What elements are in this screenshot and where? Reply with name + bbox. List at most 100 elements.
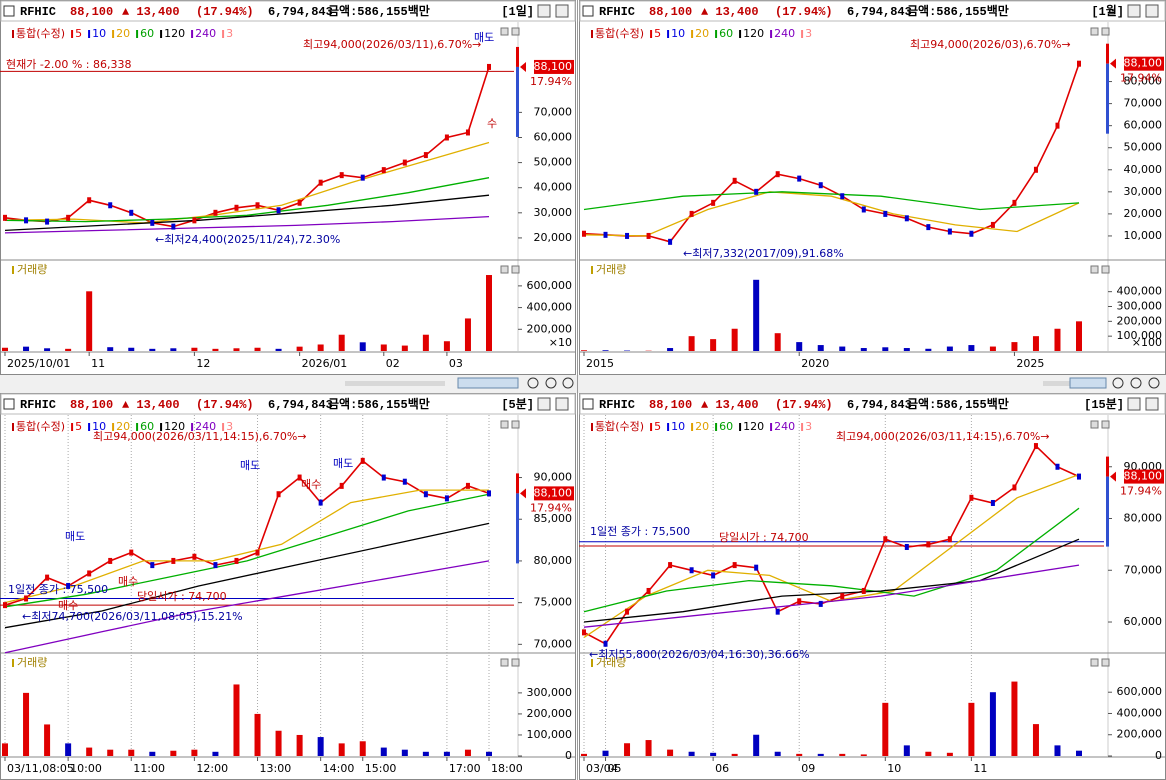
annotation: 매도 <box>65 530 85 543</box>
candle <box>1012 199 1017 206</box>
candle <box>818 182 823 189</box>
volume-bar <box>1032 724 1039 756</box>
x-tick-label: 11 <box>91 357 105 370</box>
zoom-fit[interactable] <box>1148 377 1160 389</box>
select-checkbox[interactable] <box>3 5 15 17</box>
panel-bg <box>579 0 1166 375</box>
close-button[interactable] <box>555 397 569 411</box>
y-tick-label: 70,000 <box>1124 97 1163 110</box>
candle <box>3 214 7 221</box>
pane-button[interactable] <box>1090 658 1099 667</box>
candle <box>689 567 694 574</box>
pane-button[interactable] <box>500 265 509 274</box>
pane-button[interactable] <box>1101 658 1110 667</box>
scroll-thumb[interactable] <box>1069 377 1107 389</box>
volume-bar <box>2 743 8 756</box>
legend-swatch <box>160 423 163 431</box>
pane-button[interactable] <box>500 27 509 36</box>
candle <box>689 210 694 217</box>
pane-button[interactable] <box>511 658 520 667</box>
annotation: ←최저7,332(2017/09),91.68% <box>683 247 844 260</box>
zoom-out[interactable] <box>1112 377 1124 389</box>
select-checkbox[interactable] <box>582 5 594 17</box>
candle <box>775 171 780 178</box>
moving-average <box>4 560 490 654</box>
pane-button[interactable] <box>500 420 509 429</box>
header-volume: 6,794,843 <box>268 398 333 412</box>
price-line <box>583 63 1080 243</box>
restore-button[interactable] <box>1127 4 1141 18</box>
header-amount: 금액:586,155백만 <box>907 3 1009 19</box>
pane-button[interactable] <box>1090 265 1099 274</box>
volume-bar <box>233 684 240 756</box>
legend-label: 5 <box>75 27 82 40</box>
pane-button[interactable] <box>511 265 520 274</box>
volume-bar <box>443 751 450 756</box>
y-tick-label: 90,000 <box>534 471 573 484</box>
pane-button[interactable] <box>1101 27 1110 36</box>
header-amount: 금액:586,155백만 <box>328 3 430 19</box>
scrollbar[interactable] <box>345 381 445 386</box>
volume-swatch <box>12 266 14 274</box>
pane-button[interactable] <box>500 658 509 667</box>
candle <box>754 188 759 195</box>
restore-button[interactable] <box>537 4 551 18</box>
zoom-in[interactable] <box>545 377 557 389</box>
pane-button[interactable] <box>511 27 520 36</box>
close-button[interactable] <box>555 4 569 18</box>
candle <box>66 214 71 221</box>
legend-label: 10 <box>671 27 685 40</box>
select-checkbox[interactable] <box>3 398 15 410</box>
x-tick-label: 03/11,08:05 <box>7 762 74 775</box>
pane-button[interactable] <box>1101 420 1110 429</box>
legend-label: 60 <box>719 420 733 433</box>
x-tick-label: 14:00 <box>323 762 355 775</box>
scroll-thumb[interactable] <box>457 377 519 389</box>
panel-bg <box>0 393 576 780</box>
candle <box>668 562 673 569</box>
candle <box>904 543 909 550</box>
zoom-in[interactable] <box>1130 377 1142 389</box>
restore-button[interactable] <box>537 397 551 411</box>
last-price-box <box>534 486 574 501</box>
x-tick-label: 2015 <box>586 357 614 370</box>
volume-bar <box>753 734 760 756</box>
panel-bg <box>0 0 576 375</box>
last-price-marker <box>1110 58 1116 69</box>
restore-button[interactable] <box>1127 397 1141 411</box>
zoom-fit[interactable] <box>562 377 574 389</box>
pane-button[interactable] <box>1090 27 1099 36</box>
y-tick-label: 600,000 <box>1117 685 1163 698</box>
close-button[interactable] <box>1145 397 1159 411</box>
last-price-box <box>534 59 574 74</box>
scrollbar[interactable] <box>1043 381 1073 386</box>
volume-bar <box>1076 321 1082 351</box>
volume-bar <box>946 752 953 756</box>
select-checkbox[interactable] <box>582 398 594 410</box>
volume-bar <box>925 751 932 756</box>
pane-button[interactable] <box>1090 420 1099 429</box>
pane-button[interactable] <box>511 420 520 429</box>
period-label[interactable]: [1일] <box>501 4 534 19</box>
close-button[interactable] <box>1145 4 1159 18</box>
volume-bar <box>645 740 652 756</box>
volume-bar <box>44 724 51 756</box>
volume-bar <box>464 749 471 756</box>
header-symbol: RFHIC <box>20 398 56 412</box>
legend-label: 240 <box>774 420 795 433</box>
y-tick-label: 90,000 <box>1124 460 1163 473</box>
candle <box>904 215 909 222</box>
candle <box>234 204 239 211</box>
period-label[interactable]: [5분] <box>501 397 534 412</box>
last-price-label: 88,100 <box>534 486 573 499</box>
y-tick-label: 100,000 <box>1117 329 1163 342</box>
pane-button[interactable] <box>1101 265 1110 274</box>
volume-bar <box>839 753 846 756</box>
zoom-out[interactable] <box>527 377 539 389</box>
period-label[interactable]: [15분] <box>1084 397 1124 412</box>
header-symbol: RFHIC <box>599 5 635 19</box>
x-tick-label: 2025/10/01 <box>7 357 70 370</box>
x-tick-label: 03/04 <box>586 762 618 775</box>
annotation: ←최저74,700(2026/03/11,08:05),15.21% <box>22 610 243 623</box>
period-label[interactable]: [1월] <box>1091 3 1124 19</box>
